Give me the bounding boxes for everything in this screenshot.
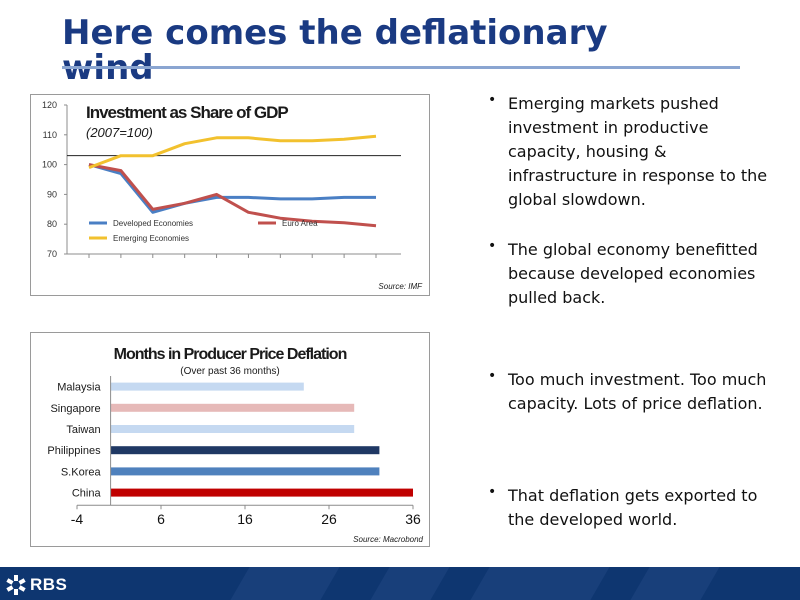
x-tick-label: 16 bbox=[237, 511, 253, 527]
investment-chart-svg: 120 110 100 90 80 70 Developed Economies Euro A… bbox=[42, 100, 423, 291]
bullet-dot: • bbox=[488, 484, 497, 500]
y-tick-label: 120 bbox=[42, 100, 57, 110]
y-tick-label: 100 bbox=[42, 160, 57, 170]
category-label: China bbox=[72, 488, 102, 500]
x-tick-label: 36 bbox=[405, 511, 421, 527]
chart-source: Source: Macrobond bbox=[353, 535, 423, 544]
category-label: S.Korea bbox=[61, 466, 102, 478]
bar bbox=[110, 425, 355, 433]
bullet-item: • Emerging markets pushed investment in p… bbox=[488, 92, 778, 212]
y-tick-label: 80 bbox=[47, 219, 57, 229]
bar bbox=[110, 446, 380, 455]
category-label: Singapore bbox=[50, 403, 100, 415]
rbs-daisy-icon bbox=[6, 575, 26, 595]
category-label: Taiwan bbox=[66, 424, 100, 436]
title-underline bbox=[62, 66, 740, 69]
series-line bbox=[88, 163, 376, 214]
deflation-chart-svg: Months in Producer Price Deflation (Over … bbox=[47, 346, 423, 544]
category-label: Philippines bbox=[47, 445, 101, 457]
y-tick-label: 70 bbox=[47, 249, 57, 259]
y-tick-label: 90 bbox=[47, 189, 57, 199]
footer-stripe bbox=[370, 567, 450, 600]
bullet-dot: • bbox=[488, 92, 497, 108]
bullet-item: • The global economy benefitted because d… bbox=[488, 238, 778, 310]
series-line bbox=[88, 163, 377, 228]
legend-label: Developed Economies bbox=[113, 219, 193, 228]
category-label: Malaysia bbox=[57, 382, 101, 394]
bar bbox=[110, 467, 380, 476]
bullet-item: • Too much investment. Too much capacity.… bbox=[488, 368, 778, 416]
chart-source: Source: IMF bbox=[378, 282, 423, 291]
bullet-dot: • bbox=[488, 238, 497, 254]
x-tick-label: 6 bbox=[157, 511, 165, 527]
deflation-chart: Months in Producer Price Deflation (Over … bbox=[30, 332, 430, 547]
slide-title: Here comes the deflationary wind bbox=[62, 13, 608, 88]
legend-label: Euro Area bbox=[282, 219, 318, 228]
rbs-logo: RBS bbox=[6, 575, 67, 595]
rbs-logo-text: RBS bbox=[30, 575, 68, 594]
bullet-text: Emerging markets pushed investment in pr… bbox=[508, 94, 768, 209]
bullet-item: • That deflation gets exported to the dev… bbox=[488, 484, 778, 532]
y-tick-label: 110 bbox=[43, 130, 57, 140]
x-tick-label: -4 bbox=[71, 511, 84, 527]
bullet-dot: • bbox=[488, 368, 497, 384]
bar bbox=[110, 382, 304, 391]
footer-stripe bbox=[470, 567, 610, 600]
chart-title: Months in Producer Price Deflation bbox=[114, 346, 347, 363]
chart-subtitle: (Over past 36 months) bbox=[180, 366, 279, 377]
bar bbox=[110, 488, 413, 497]
legend-label: Emerging Economies bbox=[113, 234, 189, 243]
x-tick-label: 26 bbox=[321, 511, 337, 527]
chart-title: Investment as Share of GDP bbox=[86, 103, 288, 122]
bullet-text: That deflation gets exported to the deve… bbox=[508, 486, 758, 529]
bullet-text: Too much investment. Too much capacity. … bbox=[508, 370, 767, 413]
footer-stripe bbox=[230, 567, 340, 600]
investment-chart: 120 110 100 90 80 70 Developed Economies Euro A… bbox=[30, 94, 430, 296]
bullet-text: The global economy benefitted because de… bbox=[508, 240, 758, 307]
footer-bar bbox=[0, 567, 800, 600]
chart-subtitle: (2007=100) bbox=[86, 125, 153, 140]
series-line bbox=[88, 134, 377, 170]
footer-stripe bbox=[630, 567, 720, 600]
bar bbox=[110, 403, 355, 412]
